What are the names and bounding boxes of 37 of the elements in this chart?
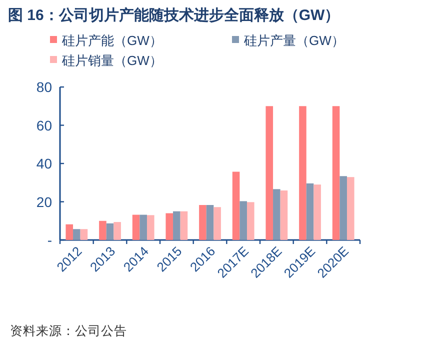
bar <box>114 222 121 240</box>
bar <box>206 205 214 240</box>
bar <box>332 106 340 240</box>
legend-label: 硅片产能（GW） <box>61 33 162 48</box>
bar <box>346 177 354 240</box>
bar <box>66 224 74 240</box>
y-tick-label: 40 <box>36 156 52 172</box>
chart-title: 图 16：公司切片产能随技术进步全面释放（GW） <box>8 7 340 24</box>
bar <box>306 183 314 240</box>
bar <box>80 229 88 240</box>
bar <box>132 214 140 240</box>
y-tick-label: 60 <box>36 117 52 134</box>
y-tick-label: 20 <box>36 194 52 210</box>
bar <box>340 176 347 240</box>
bar <box>166 213 174 240</box>
text: 资料来源：公司公告 <box>10 324 127 338</box>
bar <box>232 172 240 240</box>
bar <box>214 207 221 240</box>
bar <box>299 106 306 240</box>
bar <box>73 229 80 240</box>
bar <box>240 201 247 240</box>
bar <box>140 214 147 240</box>
bar <box>199 205 206 240</box>
bar <box>280 190 288 240</box>
bar <box>99 220 106 240</box>
legend-label: 硅片销量（GW） <box>61 53 162 68</box>
bar <box>246 202 254 240</box>
bar <box>173 211 180 240</box>
y-tick-label: 80 <box>36 79 52 95</box>
bar <box>273 189 280 240</box>
legend-label: 硅片产量（GW） <box>243 33 344 48</box>
bar <box>146 215 154 240</box>
bar <box>180 211 188 240</box>
bar <box>266 106 274 240</box>
bar <box>106 223 114 240</box>
bar <box>314 184 321 240</box>
y-tick-label: - <box>47 232 52 248</box>
